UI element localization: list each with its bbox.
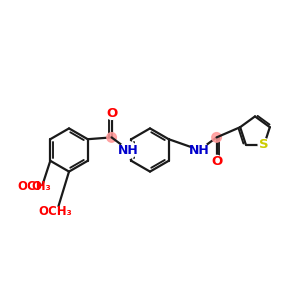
Text: OCH₃: OCH₃: [39, 205, 72, 218]
Circle shape: [106, 107, 118, 119]
Text: S: S: [260, 138, 269, 151]
Circle shape: [258, 139, 270, 151]
Text: NH: NH: [189, 143, 210, 157]
Text: NH: NH: [118, 143, 139, 157]
Circle shape: [211, 155, 223, 167]
Text: O: O: [211, 155, 222, 168]
Text: O: O: [31, 179, 41, 193]
Text: OCH₃: OCH₃: [18, 179, 51, 193]
Circle shape: [120, 142, 137, 158]
Circle shape: [32, 182, 40, 190]
Text: O: O: [106, 107, 117, 120]
Circle shape: [212, 133, 221, 142]
Circle shape: [107, 133, 116, 142]
Circle shape: [191, 142, 208, 158]
